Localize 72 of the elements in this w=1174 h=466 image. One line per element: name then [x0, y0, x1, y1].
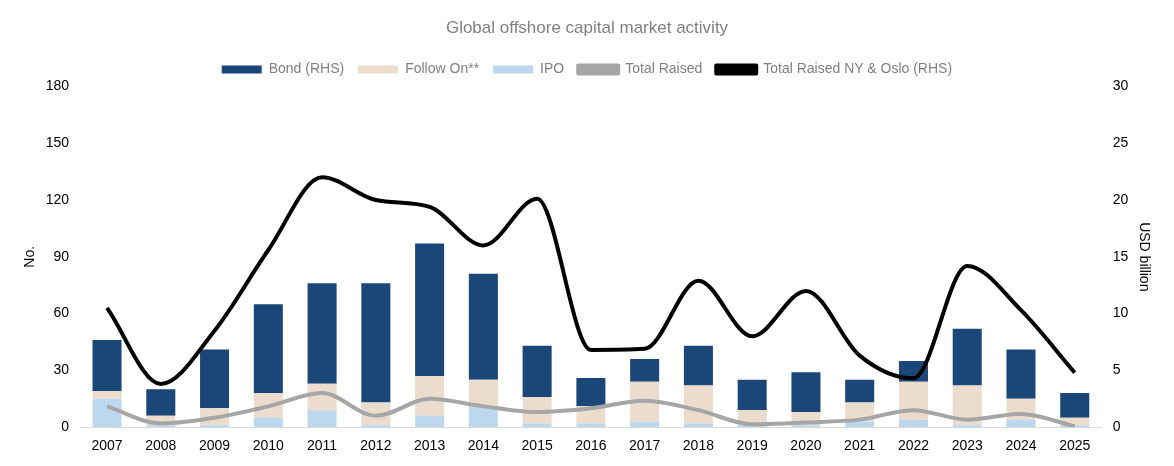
bar [468, 273, 498, 380]
x-tick-label: 2016 [575, 437, 607, 454]
y2-tick-label: 15 [1112, 247, 1129, 264]
legend-label: Follow On** [405, 60, 480, 77]
y2-tick-label: 0 [1112, 418, 1121, 435]
bar [1006, 419, 1036, 428]
x-tick-label: 2008 [145, 437, 177, 454]
y-tick-label: 90 [53, 247, 70, 264]
bar [576, 377, 606, 407]
bar [468, 379, 498, 407]
bar [737, 379, 767, 411]
y2-tick-label: 10 [1112, 304, 1129, 321]
y-tick-label: 60 [53, 304, 70, 321]
x-tick-label: 2018 [682, 437, 715, 454]
line-series [105, 175, 1077, 387]
bar [845, 379, 875, 403]
x-tick-label: 2012 [360, 437, 392, 454]
x-tick-label: 2011 [307, 437, 338, 454]
y-tick-label: 120 [45, 190, 70, 207]
bar [92, 340, 122, 392]
y-axis-title: No. [21, 245, 38, 268]
x-tick-label: 2020 [790, 437, 822, 454]
bar [898, 419, 928, 428]
x-tick-label: 2009 [198, 437, 231, 454]
y2-axis-title: USD billion [1136, 222, 1153, 292]
bar [415, 415, 445, 428]
bar [361, 283, 391, 403]
x-tick-label: 2015 [521, 437, 553, 454]
bar [1060, 393, 1090, 418]
bar [307, 283, 337, 384]
bar [576, 423, 606, 428]
y2-tick-label: 20 [1112, 190, 1129, 207]
legend-label: IPO [540, 60, 565, 77]
legend-label: Total Raised NY & Oslo (RHS) [763, 60, 953, 77]
x-tick-label: 2019 [736, 437, 768, 454]
legend-label: Total Raised [625, 60, 703, 77]
bar [253, 304, 283, 394]
bar [146, 389, 176, 416]
x-tick-label: 2024 [1005, 437, 1037, 454]
bar [253, 417, 283, 428]
bar [92, 398, 122, 428]
y-tick-label: 0 [61, 418, 70, 435]
y-tick-label: 180 [45, 77, 70, 94]
y2-tick-label: 25 [1112, 134, 1129, 151]
legend-label: Bond (RHS) [268, 60, 345, 77]
y2-tick-label: 5 [1112, 361, 1121, 378]
line-series [105, 391, 1077, 428]
bar [522, 423, 552, 428]
bar [1006, 349, 1036, 399]
x-tick-label: 2010 [252, 437, 285, 454]
x-tick-label: 2023 [951, 437, 983, 454]
x-tick-label: 2021 [844, 437, 876, 454]
x-tick-label: 2007 [91, 437, 123, 454]
x-tick-label: 2025 [1059, 437, 1091, 454]
x-tick-label: 2017 [629, 437, 661, 454]
x-tick-label: 2013 [414, 437, 446, 454]
x-tick-label: 2014 [467, 437, 500, 454]
bar [415, 243, 445, 377]
bar [92, 391, 122, 399]
bar [683, 345, 713, 386]
bar [952, 328, 982, 386]
chart-title: Global offshore capital market activity [445, 17, 729, 37]
bar [791, 372, 821, 413]
bar [630, 359, 660, 382]
y2-tick-label: 30 [1112, 77, 1129, 94]
bar [522, 345, 552, 397]
y-tick-label: 30 [53, 361, 70, 378]
bar [200, 349, 230, 409]
x-tick-label: 2022 [897, 437, 930, 454]
y-tick-label: 150 [45, 134, 70, 151]
bar [307, 410, 337, 428]
bar [683, 423, 713, 428]
